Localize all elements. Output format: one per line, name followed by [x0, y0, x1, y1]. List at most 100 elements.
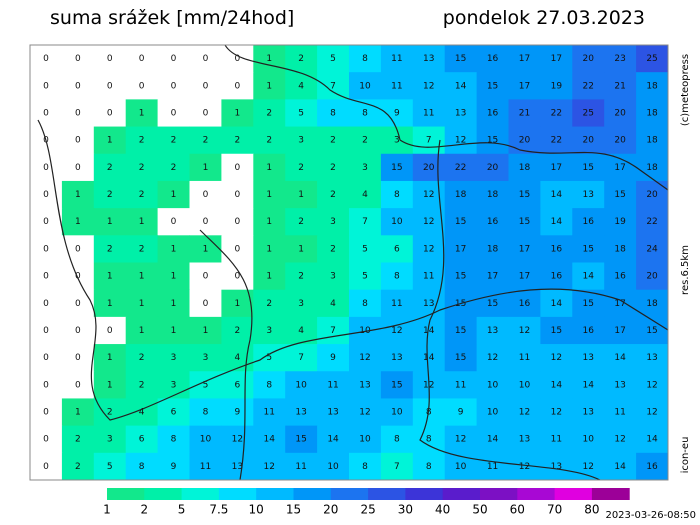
precip-value: 19	[551, 81, 563, 91]
precip-cell	[93, 398, 127, 427]
precip-value: 2	[266, 136, 272, 146]
model-name: icon-eu	[680, 437, 691, 474]
precip-value: 0	[75, 380, 81, 390]
precip-cell	[93, 452, 127, 481]
precip-cell	[157, 208, 190, 236]
precip-cell	[189, 235, 222, 263]
precip-value: 6	[139, 435, 145, 445]
precip-value: 0	[43, 190, 49, 200]
precip-value: 1	[234, 299, 240, 309]
precip-value: 2	[139, 353, 145, 363]
precip-cell	[476, 99, 509, 128]
precip-cell	[604, 235, 637, 263]
precip-value: 2	[171, 136, 177, 146]
precip-cell	[508, 235, 541, 263]
precip-cell	[540, 316, 573, 345]
precip-value: 0	[234, 54, 240, 64]
legend-swatch	[107, 488, 145, 500]
precip-cell	[380, 45, 414, 73]
precip-value: 18	[646, 108, 658, 118]
precip-value: 14	[614, 462, 626, 472]
precip-cell	[636, 371, 669, 399]
precip-cell	[540, 126, 573, 155]
precip-value: 0	[43, 380, 49, 390]
precip-value: 0	[139, 81, 145, 91]
precip-cell	[444, 262, 478, 291]
precip-cell	[61, 45, 95, 73]
precip-value: 1	[107, 380, 113, 390]
map-title: suma srážek [mm/24hod]	[50, 7, 294, 29]
precip-cell	[61, 452, 95, 481]
precip-cell	[61, 99, 95, 128]
precip-value: 10	[327, 462, 339, 472]
precip-value: 10	[359, 81, 371, 91]
precip-value: 20	[519, 136, 531, 146]
precip-cell	[221, 180, 254, 209]
precip-value: 11	[327, 380, 338, 390]
precip-cell	[476, 425, 509, 454]
precip-value: 8	[266, 380, 272, 390]
precip-cell	[444, 153, 478, 182]
precip-value: 16	[551, 272, 563, 282]
precip-value: 17	[551, 163, 562, 173]
precip-cell	[349, 208, 382, 236]
precip-value: 0	[43, 108, 49, 118]
precip-cell	[285, 425, 318, 454]
precip-value: 20	[646, 272, 658, 282]
precip-cell	[125, 126, 159, 155]
precip-value: 10	[391, 408, 403, 418]
precip-cell	[412, 262, 446, 291]
precip-cell	[61, 398, 95, 427]
precip-cell	[253, 262, 286, 291]
legend-label: 1	[103, 503, 111, 517]
precip-value: 2	[139, 190, 145, 200]
precip-value: 4	[330, 299, 336, 309]
precip-value: 7	[394, 462, 400, 472]
precip-value: 16	[519, 299, 531, 309]
precip-value: 3	[107, 435, 113, 445]
precip-value: 0	[75, 299, 81, 309]
precip-cell	[317, 126, 350, 155]
precip-cell	[61, 72, 95, 100]
precip-value: 0	[171, 217, 177, 227]
precip-value: 22	[551, 108, 562, 118]
precip-value: 12	[646, 380, 657, 390]
precip-value: 2	[203, 136, 209, 146]
precip-value: 12	[519, 462, 530, 472]
precip-cell	[317, 262, 350, 291]
precip-cell	[349, 262, 382, 291]
precip-cell	[476, 235, 509, 263]
precip-value: 8	[426, 435, 432, 445]
precip-value: 2	[330, 190, 336, 200]
precip-cell	[253, 235, 286, 263]
precip-cell	[476, 452, 509, 481]
precip-value: 2	[266, 299, 272, 309]
legend-swatch	[405, 488, 444, 500]
precip-cell	[604, 344, 637, 372]
precip-value: 1	[171, 299, 177, 309]
precip-cell	[157, 398, 190, 427]
precip-value: 6	[234, 380, 240, 390]
precip-value: 15	[455, 54, 466, 64]
precip-value: 8	[394, 190, 400, 200]
precip-value: 5	[362, 272, 368, 282]
precip-value: 22	[646, 217, 657, 227]
precip-cell	[540, 371, 573, 399]
precip-cell	[30, 235, 63, 263]
precip-cell	[221, 72, 254, 100]
precip-cell	[636, 452, 669, 481]
precip-cell	[317, 316, 350, 345]
precip-cell	[508, 208, 541, 236]
precip-cell	[125, 289, 159, 318]
precip-cell	[61, 180, 95, 209]
precip-cell	[636, 208, 669, 236]
precip-value: 12	[455, 136, 466, 146]
precip-cell	[508, 99, 541, 128]
precip-cell	[572, 316, 605, 345]
precip-cell	[253, 99, 286, 128]
precip-cell	[444, 45, 478, 73]
precip-value: 0	[75, 272, 81, 282]
resolution: res.6.5km	[680, 245, 691, 295]
precip-value: 13	[583, 190, 594, 200]
precip-value: 7	[362, 217, 368, 227]
